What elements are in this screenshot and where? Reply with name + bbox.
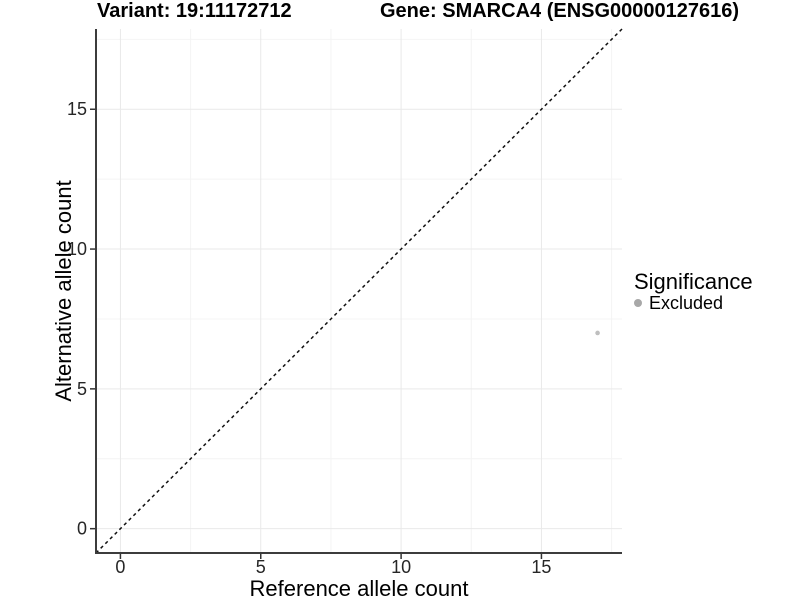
x-tick-label: 10 [391, 557, 411, 577]
gene-title: Gene: SMARCA4 (ENSG00000127616) [380, 0, 740, 22]
legend-point-icon [634, 299, 642, 307]
legend-item-excluded: Excluded [634, 294, 753, 312]
legend-item-label: Excluded [649, 293, 724, 313]
x-axis-title: Reference allele count [250, 576, 469, 600]
identity-line [95, 28, 623, 554]
x-tick-label: 0 [115, 557, 125, 577]
y-tick-label: 10 [67, 239, 87, 259]
y-tick-label: 0 [77, 519, 87, 539]
y-axis-title: Alternative allele count [51, 180, 76, 401]
x-tick-label: 5 [256, 557, 266, 577]
x-tick-label: 15 [531, 557, 551, 577]
y-tick-label: 5 [77, 379, 87, 399]
legend-title: Significance [634, 269, 753, 294]
legend: Significance Excluded [634, 271, 753, 312]
y-tick-label: 15 [67, 99, 87, 119]
variant-title: Variant: 19:11172712 [97, 0, 292, 22]
data-point [595, 330, 600, 336]
